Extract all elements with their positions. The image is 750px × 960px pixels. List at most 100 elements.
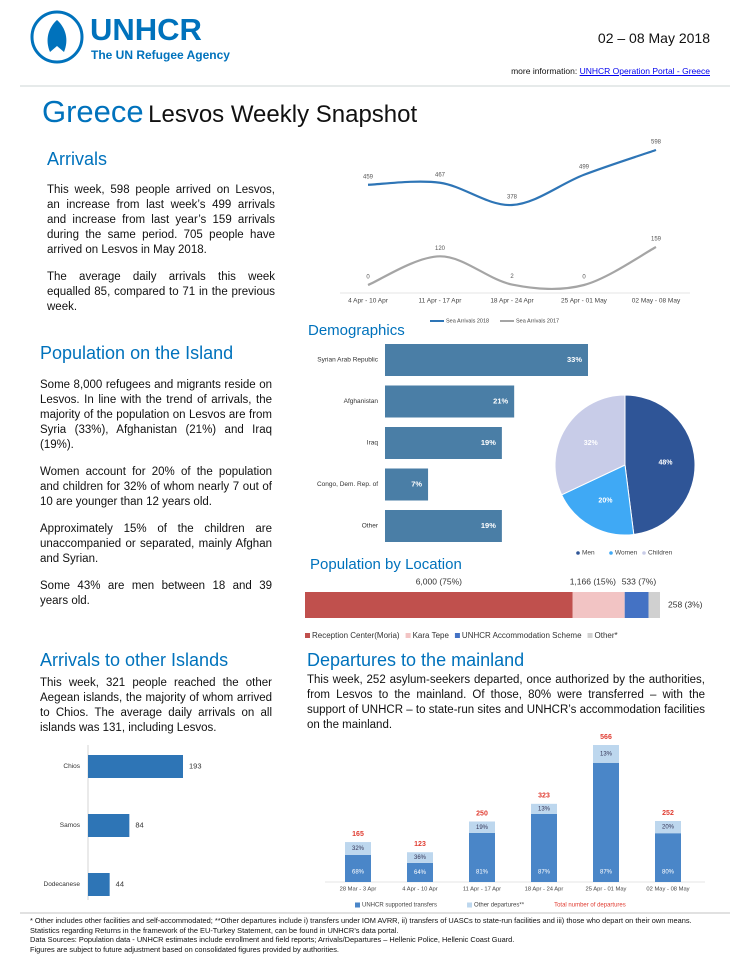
section-heading: Demographics [308,322,405,339]
legend-swatch [405,633,411,638]
pie-slice [560,464,635,536]
section-heading: Departures to the mainland [307,650,525,670]
bar [88,873,110,896]
section-heading: Arrivals to other Islands [40,650,229,670]
data-label: 87% [538,870,551,876]
data-label: 467 [435,172,446,178]
legend-label: Women [615,550,638,557]
bar-segment [469,832,495,882]
data-label: 159 [651,237,662,243]
legend-swatch [454,633,460,638]
data-label: 64% [414,870,427,876]
paragraph: Data Sources: Population data - UNHCR es… [30,935,515,944]
data-label: 19% [476,825,489,831]
bar-segment [531,803,557,814]
category-label: Chios [63,763,80,770]
legend-label: Men [582,550,595,557]
category-label: Iraq [367,440,379,447]
series-line [367,148,657,207]
portal-link[interactable]: UNHCR Operation Portal - Greece [579,66,710,76]
pie-slice [554,394,626,496]
x-tick-label: 25 Apr - 01 May [586,887,627,893]
data-label: 13% [538,806,551,812]
bar-segment [648,592,660,618]
paragraph: Some 8,000 refugees and migrants reside … [40,379,272,451]
x-tick-label: 11 Apr - 17 Apr [419,298,463,305]
x-tick-label: 4 Apr - 10 Apr [348,298,389,305]
data-label: 378 [507,195,518,201]
data-label: 499 [579,164,590,170]
legend-swatch [609,551,613,555]
bar [385,385,515,418]
legend-label: Total number of departures [554,903,626,909]
departures-text: This week, 252 asylum-seekers departed, … [307,673,705,745]
other-islands-text: This week, 321 people reached the other … [40,676,272,748]
legend-label: Sea Arrivals 2018 [446,318,489,324]
page-title: Greece Lesvos Weekly Snapshot [42,94,417,130]
legend-swatch [305,633,310,638]
total-label: 123 [414,841,426,848]
legend-swatch [642,551,646,555]
bar [385,468,429,501]
data-label: 6,000 (75%) [416,576,462,586]
data-label: 0 [582,275,586,281]
bar-segment [593,762,619,882]
category-label: Congo, Dem. Rep. of [317,481,378,488]
data-label: 44 [116,879,124,888]
logo-figure [47,20,67,52]
data-label: 459 [363,174,374,180]
data-label: 193 [189,761,202,770]
logo [30,10,84,64]
title-subtitle: Lesvos Weekly Snapshot [148,101,418,128]
paragraph: This week, 598 people arrived on Lesvos,… [47,184,275,256]
report-date: 02 – 08 May 2018 [597,30,710,46]
data-label: 19% [481,438,496,447]
data-label: 598 [651,140,662,146]
paragraph: This week, 252 asylum-seekers departed, … [307,674,705,731]
legend-label: Sea Arrivals 2017 [516,318,559,324]
pie-slice [624,394,696,536]
more-info-label: more information: [511,66,578,76]
data-label: 2 [510,274,514,280]
paragraph: The average daily arrivals this week equ… [47,271,275,313]
paragraph: Approximately 15% of the children are un… [40,523,272,565]
section-heading: Population by Location [310,556,462,573]
bar [385,510,502,542]
bar-segment [531,813,557,882]
data-label: 13% [600,751,613,757]
bar [88,814,130,837]
bar-segment [407,852,433,863]
data-label: 21% [493,396,508,405]
total-label: 252 [662,810,674,817]
paragraph: Women account for 20% of the population … [40,466,272,508]
legend-swatch [587,633,593,638]
bar [385,427,502,459]
x-tick-label: 18 Apr - 24 Apr [525,887,564,893]
bar-segment [345,854,371,882]
data-label: 7% [411,479,422,488]
bar [88,755,183,778]
data-label: 20% [598,497,613,504]
legend-label: Children [648,550,673,557]
bar-segment [655,833,681,882]
bar-segment [593,745,619,763]
more-info: more information: UNHCR Operation Portal… [511,66,710,76]
data-label: 32% [584,440,599,447]
data-label: 80% [662,870,675,876]
data-label: 1,166 (15%) [570,576,616,586]
data-label: 258 (3%) [668,599,703,609]
bar-segment [655,821,681,834]
arrivals-text: This week, 598 people arrived on Lesvos,… [47,183,275,327]
footer: * Other includes other facilities and se… [30,916,720,954]
bar-segment [572,592,625,618]
legend-swatch [467,902,473,908]
legend-label: Reception Center(Moria) [312,631,400,640]
total-label: 165 [352,831,364,838]
paragraph: * Other includes other facilities and se… [30,916,692,935]
category-label: Other [362,523,379,530]
x-tick-label: 25 Apr - 01 May [561,298,608,305]
population-text: Some 8,000 refugees and migrants reside … [40,378,272,621]
legend-label: UNHCR Accommodation Scheme [462,631,582,640]
x-tick-label: 4 Apr - 10 Apr [402,887,438,893]
